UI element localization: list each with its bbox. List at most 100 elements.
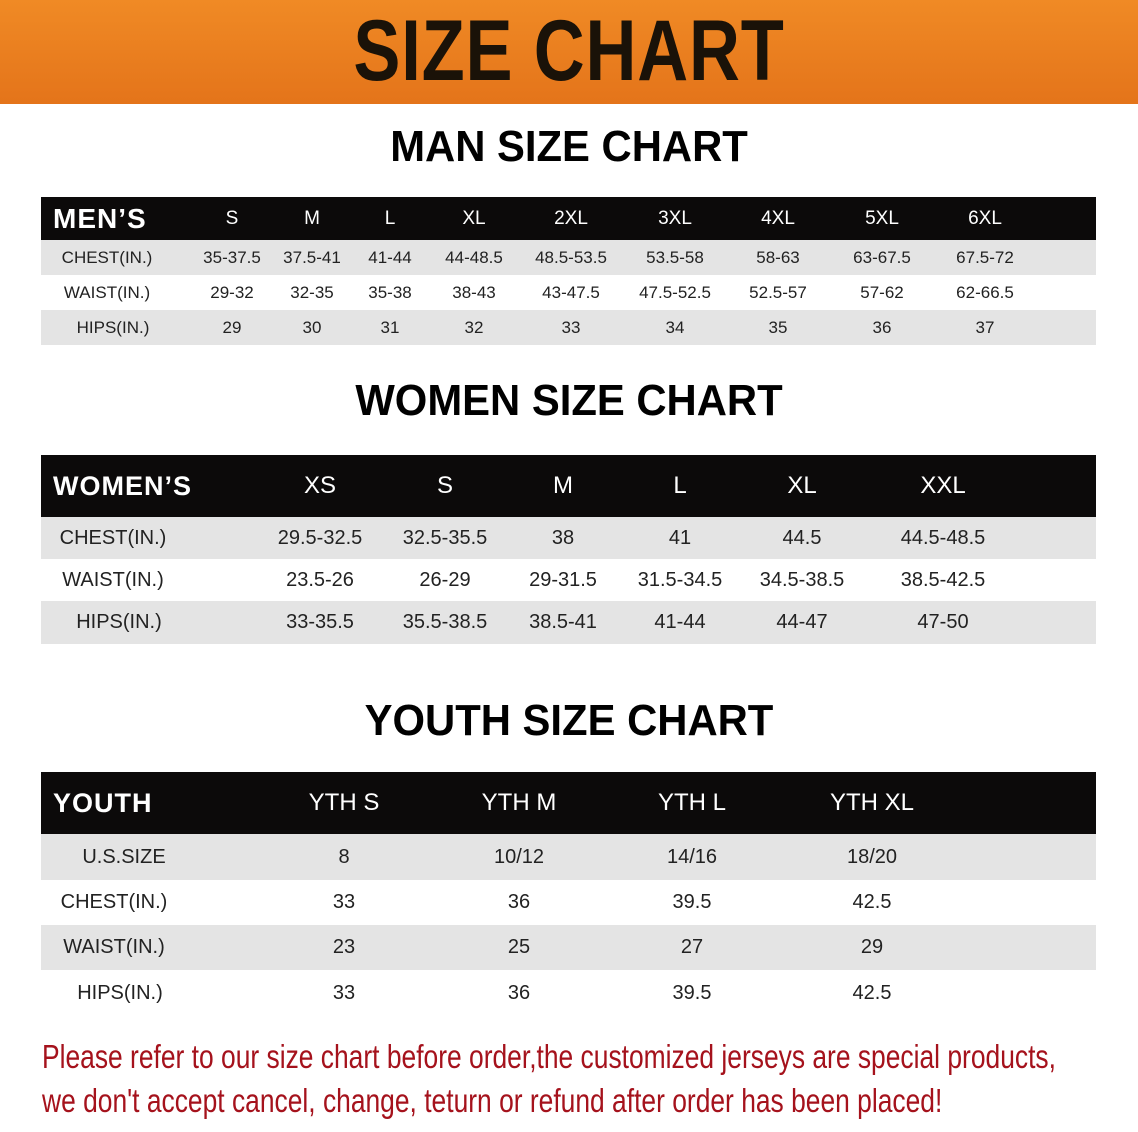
row-label: CHEST(IN.)	[61, 247, 153, 267]
women-header-row: WOMEN’S XS S M L XL XXL	[41, 455, 1096, 517]
table-row: CHEST(IN.) 29.5-32.5 32.5-35.5 38 41 44.5 44.5…	[41, 517, 1096, 559]
size-header-cell: YTH S	[308, 789, 380, 816]
measurement-cell: 33	[332, 891, 356, 913]
row-label: CHEST(IN.)	[60, 891, 168, 913]
measurement-cell: 38-43	[452, 282, 496, 302]
row-label: HIPS(IN.)	[76, 317, 150, 337]
measurement-cell: 23	[332, 936, 356, 958]
table-row: HIPS(IN.) 33-35.5 35.5-38.5 38.5-41 41-44 44-…	[41, 601, 1096, 644]
row-label: WAIST(IN.)	[62, 568, 164, 591]
table-row: HIPS(IN.) 33 36 39.5 42.5	[41, 970, 1096, 1016]
measurement-cell: 32.5-35.5	[402, 526, 488, 549]
measurement-cell: 67.5-72	[956, 247, 1014, 267]
measurement-cell: 29-31.5	[529, 568, 597, 591]
row-label: WAIST(IN.)	[63, 936, 165, 958]
measurement-cell: 34.5-38.5	[759, 568, 845, 591]
youth-header-row: YOUTH YTH S YTH M YTH L YTH XL	[41, 772, 1096, 834]
banner: SIZE CHART	[0, 0, 1138, 104]
measurement-cell: 25	[507, 936, 531, 958]
size-header-cell: XS	[303, 472, 337, 499]
measurement-cell: 27	[680, 936, 704, 958]
men-header-row: MEN’S S M L XL 2XL 3XL 4XL 5XL 6XL	[41, 197, 1096, 240]
measurement-cell: 26-29	[419, 568, 471, 591]
size-header-cell: S	[436, 472, 454, 499]
measurement-cell: 38.5-41	[529, 611, 597, 633]
measurement-cell: 35-37.5	[203, 247, 261, 267]
measurement-cell: 44-48.5	[445, 247, 503, 267]
size-header-cell: 5XL	[865, 207, 899, 229]
measurement-cell: 42.5	[852, 891, 892, 913]
table-row: WAIST(IN.) 23 25 27 29	[41, 925, 1096, 970]
measurement-cell: 35-38	[368, 282, 412, 302]
table-row: U.S.SIZE 8 10/12 14/16 18/20	[41, 834, 1096, 880]
measurement-cell: 29	[860, 936, 884, 958]
size-header-cell: 4XL	[761, 207, 795, 229]
measurement-cell: 41	[668, 526, 692, 549]
row-label: U.S.SIZE	[82, 845, 166, 868]
measurement-cell: 31	[380, 317, 400, 337]
women-header-label: WOMEN’S	[53, 470, 192, 501]
measurement-cell: 32	[464, 317, 484, 337]
measurement-cell: 62-66.5	[956, 282, 1014, 302]
men-header-label: MEN’S	[53, 202, 147, 234]
measurement-cell: 18/20	[846, 845, 898, 868]
row-label: CHEST(IN.)	[59, 526, 167, 549]
size-header-cell: YTH M	[481, 789, 557, 816]
size-header-cell: XXL	[920, 472, 966, 499]
notice-line-2: we don't accept cancel, change, teturn o…	[42, 1082, 943, 1119]
measurement-cell: 57-62	[860, 282, 904, 302]
row-label: WAIST(IN.)	[63, 282, 151, 302]
measurement-cell: 63-67.5	[853, 247, 911, 267]
measurement-cell: 14/16	[666, 845, 718, 868]
measurement-cell: 36	[507, 891, 531, 913]
row-label: HIPS(IN.)	[77, 981, 163, 1004]
measurement-cell: 10/12	[493, 845, 545, 868]
measurement-cell: 37.5-41	[283, 247, 341, 267]
size-header-cell: S	[225, 207, 239, 229]
measurement-cell: 42.5	[852, 981, 892, 1004]
measurement-cell: 43-47.5	[542, 282, 600, 302]
measurement-cell: 33-35.5	[286, 611, 354, 633]
measurement-cell: 36	[507, 981, 531, 1004]
measurement-cell: 38.5-42.5	[900, 568, 986, 591]
measurement-cell: 47-50	[917, 611, 969, 633]
size-header-cell: 3XL	[658, 207, 692, 229]
youth-header-label: YOUTH	[53, 787, 153, 818]
notice-line-1: Please refer to our size chart before or…	[42, 1038, 1056, 1075]
measurement-cell: 29.5-32.5	[277, 526, 363, 549]
size-header-cell: M	[304, 207, 320, 229]
table-row: HIPS(IN.) 29 30 31 32 33 34 35 36 37	[41, 310, 1096, 345]
measurement-cell: 52.5-57	[749, 282, 807, 302]
measurement-cell: 31.5-34.5	[637, 568, 723, 591]
men-size-table: MEN’S S M L XL 2XL 3XL 4XL 5XL 6XL CHEST(IN.) 35-37…	[41, 197, 1096, 345]
size-header-cell: 2XL	[554, 207, 588, 229]
banner-title: SIZE CHART	[353, 3, 785, 99]
women-size-table: WOMEN’S XS S M L XL XXL CHEST(IN.) 29.5-32.5 32.5…	[41, 455, 1096, 644]
size-header-cell: YTH XL	[829, 789, 915, 816]
women-section-title: WOMEN SIZE CHART	[355, 376, 783, 425]
measurement-cell: 44.5	[782, 526, 822, 549]
measurement-cell: 35	[768, 317, 788, 337]
measurement-cell: 29-32	[210, 282, 254, 302]
men-section-title: MAN SIZE CHART	[390, 122, 748, 171]
measurement-cell: 36	[872, 317, 892, 337]
size-header-cell: M	[553, 472, 573, 499]
measurement-cell: 23.5-26	[286, 568, 354, 591]
size-header-cell: XL	[787, 472, 817, 499]
measurement-cell: 47.5-52.5	[639, 282, 711, 302]
measurement-cell: 41-44	[654, 611, 706, 633]
measurement-cell: 58-63	[756, 247, 800, 267]
measurement-cell: 39.5	[672, 981, 712, 1004]
measurement-cell: 33	[332, 981, 356, 1004]
measurement-cell: 39.5	[672, 891, 712, 913]
size-header-cell: 6XL	[968, 207, 1002, 229]
measurement-cell: 41-44	[368, 247, 412, 267]
measurement-cell: 35.5-38.5	[402, 611, 488, 633]
measurement-cell: 44.5-48.5	[900, 526, 986, 549]
measurement-cell: 38	[551, 526, 575, 549]
measurement-cell: 32-35	[290, 282, 334, 302]
youth-size-table: YOUTH YTH S YTH M YTH L YTH XL U.S.SIZE 8 10/12…	[41, 772, 1096, 1016]
measurement-cell: 30	[302, 317, 322, 337]
size-header-cell: YTH L	[657, 789, 727, 816]
youth-section-title: YOUTH SIZE CHART	[364, 696, 774, 745]
